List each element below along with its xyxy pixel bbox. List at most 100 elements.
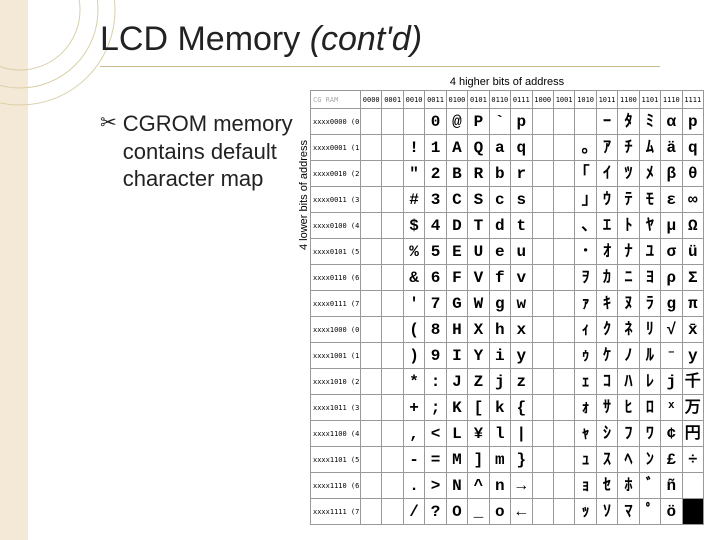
glyph-cell: [382, 447, 403, 473]
row-header: xxxx1001 (1): [311, 343, 361, 369]
glyph-cell: ü: [682, 239, 703, 265]
glyph-cell: ﾖ: [639, 265, 660, 291]
row-header: xxxx0100 (4): [311, 213, 361, 239]
glyph-cell: 万: [682, 395, 703, 421]
glyph-cell: ｭ: [575, 447, 596, 473]
glyph-cell: ､: [575, 213, 596, 239]
glyph-cell: l: [489, 421, 510, 447]
glyph-cell: [532, 499, 553, 525]
glyph-cell: C: [446, 187, 467, 213]
glyph-cell: ;: [425, 395, 446, 421]
glyph-cell: ﾕ: [639, 239, 660, 265]
slide-title: LCD Memory (cont'd): [100, 20, 422, 59]
glyph-cell: 2: [425, 161, 446, 187]
glyph-cell: 5: [425, 239, 446, 265]
glyph-cell: $: [403, 213, 424, 239]
glyph-cell: x: [511, 317, 532, 343]
glyph-cell: b: [489, 161, 510, 187]
glyph-cell: c: [489, 187, 510, 213]
glyph-cell: a: [489, 135, 510, 161]
glyph-cell: >: [425, 473, 446, 499]
glyph-cell: [382, 161, 403, 187]
glyph-cell: ｽ: [596, 447, 617, 473]
row-header: xxxx0000 (0): [311, 109, 361, 135]
glyph-cell: j: [661, 369, 682, 395]
glyph-cell: R: [468, 161, 489, 187]
glyph-cell: [682, 473, 703, 499]
glyph-cell: ': [403, 291, 424, 317]
glyph-cell: [361, 369, 382, 395]
row-header: xxxx0110 (6): [311, 265, 361, 291]
glyph-cell: w: [511, 291, 532, 317]
glyph-cell: ﾜ: [639, 421, 660, 447]
glyph-cell: ﾙ: [639, 343, 660, 369]
glyph-cell: [553, 161, 574, 187]
glyph-cell: [361, 421, 382, 447]
glyph-cell: 千: [682, 369, 703, 395]
glyph-cell: e: [489, 239, 510, 265]
glyph-cell: [361, 239, 382, 265]
glyph-cell: r: [511, 161, 532, 187]
glyph-cell: ä: [661, 135, 682, 161]
glyph-cell: ｸ: [596, 317, 617, 343]
glyph-cell: /: [403, 499, 424, 525]
glyph-cell: ｵ: [596, 239, 617, 265]
col-header: 0001: [382, 91, 403, 109]
glyph-cell: [682, 499, 703, 525]
glyph-cell: L: [446, 421, 467, 447]
glyph-cell: ﾃ: [618, 187, 639, 213]
row-header: xxxx0101 (5): [311, 239, 361, 265]
row-header: xxxx0111 (7): [311, 291, 361, 317]
glyph-cell: z: [511, 369, 532, 395]
glyph-cell: ﾌ: [618, 421, 639, 447]
glyph-cell: ﾏ: [618, 499, 639, 525]
glyph-cell: ﾘ: [639, 317, 660, 343]
glyph-cell: 1: [425, 135, 446, 161]
glyph-cell: [532, 135, 553, 161]
glyph-cell: ｻ: [596, 395, 617, 421]
glyph-cell: π: [682, 291, 703, 317]
glyph-cell: [532, 161, 553, 187]
glyph-cell: g: [489, 291, 510, 317]
glyph-cell: [361, 473, 382, 499]
glyph-cell: U: [468, 239, 489, 265]
glyph-cell: [361, 109, 382, 135]
glyph-cell: [553, 369, 574, 395]
glyph-cell: K: [446, 395, 467, 421]
glyph-cell: j: [489, 369, 510, 395]
glyph-cell: [382, 291, 403, 317]
glyph-cell: ｹ: [596, 343, 617, 369]
glyph-cell: %: [403, 239, 424, 265]
glyph-cell: β: [661, 161, 682, 187]
glyph-cell: [382, 265, 403, 291]
glyph-cell: [361, 265, 382, 291]
glyph-cell: ¢: [661, 421, 682, 447]
glyph-cell: ﾓ: [639, 187, 660, 213]
glyph-cell: }: [511, 447, 532, 473]
glyph-cell: A: [446, 135, 467, 161]
glyph-cell: 3: [425, 187, 446, 213]
glyph-cell: [553, 291, 574, 317]
glyph-cell: [532, 291, 553, 317]
glyph-cell: ﾈ: [618, 317, 639, 343]
glyph-cell: &: [403, 265, 424, 291]
left-axis-caption: 4 lower bits of address: [298, 140, 310, 250]
glyph-cell: [553, 109, 574, 135]
glyph-cell: =: [425, 447, 446, 473]
glyph-cell: (: [403, 317, 424, 343]
left-stripe: [0, 0, 28, 540]
glyph-cell: +: [403, 395, 424, 421]
glyph-cell: [532, 395, 553, 421]
glyph-cell: @: [446, 109, 467, 135]
glyph-cell: n: [489, 473, 510, 499]
glyph-cell: N: [446, 473, 467, 499]
glyph-cell: ,: [403, 421, 424, 447]
glyph-cell: [361, 447, 382, 473]
glyph-cell: ｢: [575, 161, 596, 187]
glyph-cell: x̄: [682, 317, 703, 343]
glyph-cell: [553, 499, 574, 525]
glyph-cell: [: [468, 395, 489, 421]
glyph-cell: [361, 317, 382, 343]
glyph-cell: I: [446, 343, 467, 369]
glyph-cell: B: [446, 161, 467, 187]
